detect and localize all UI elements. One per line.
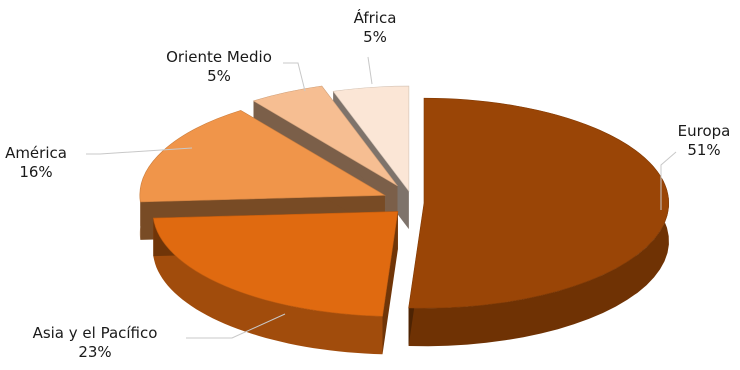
data-label-value-oriente-medio: 5%: [207, 67, 231, 85]
slice-europa: [409, 98, 669, 346]
data-label-category-asia-y-el-pacifico: Asia y el Pacífico: [33, 324, 158, 342]
data-label-value-europa: 51%: [687, 141, 720, 159]
data-label-category-africa: África: [354, 8, 397, 27]
data-label-category-oriente-medio: Oriente Medio: [166, 48, 272, 66]
data-label-category-america: América: [5, 144, 67, 162]
data-label-value-america: 16%: [19, 163, 52, 181]
data-label-category-europa: Europa: [678, 122, 731, 140]
leader-line-africa: [368, 57, 372, 84]
slice-asia-y-el-pacifico: [153, 211, 398, 354]
slices-layer: [140, 86, 669, 354]
data-label-value-africa: 5%: [363, 28, 387, 46]
data-label-value-asia-y-el-pacifico: 23%: [78, 343, 111, 361]
leader-line-oriente-medio: [283, 63, 305, 91]
